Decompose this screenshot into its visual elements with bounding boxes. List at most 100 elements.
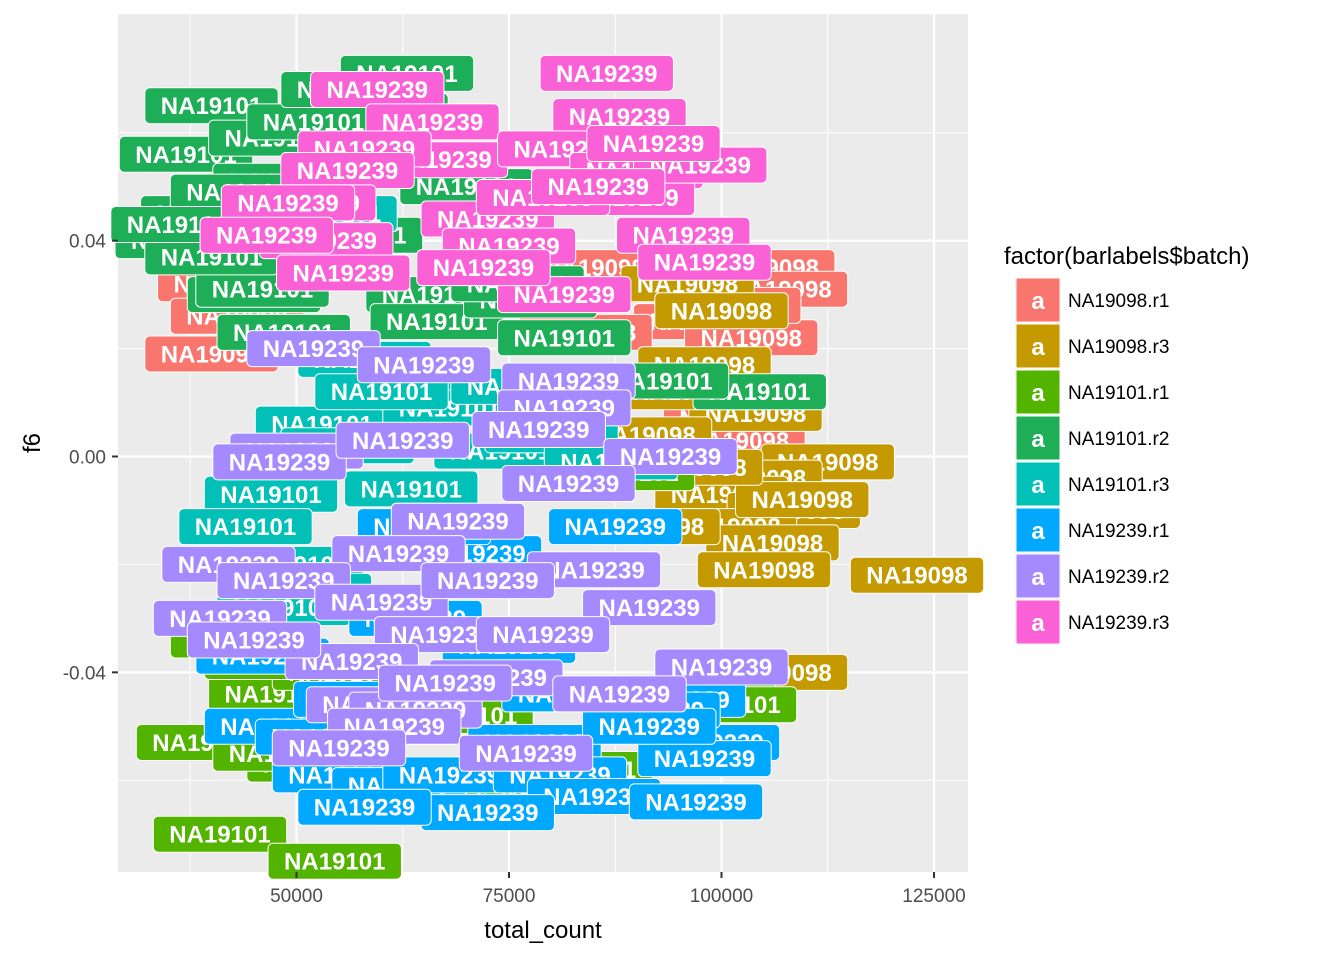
point-label-text: NA19239 — [548, 174, 649, 201]
point-label-text: NA19239 — [599, 595, 700, 622]
point-label-text: NA19239 — [297, 158, 398, 185]
point-label-box — [548, 508, 683, 546]
legend-key-swatch — [1015, 277, 1061, 323]
point-label: NA19098 — [696, 551, 832, 589]
point-label: NA19239 — [186, 621, 322, 659]
point-label: NA19239 — [297, 788, 432, 826]
legend-item: a NA19239.r3 — [1015, 599, 1169, 645]
point-label: NA19239 — [539, 54, 674, 92]
legend-label: NA19101.r1 — [1068, 383, 1169, 404]
legend: factor(barlabels$batch) a NA19098.r1 a NA19… — [1004, 243, 1249, 645]
point-label: NA19239 — [335, 421, 470, 459]
point-label: NA19239 — [628, 783, 764, 821]
y-tick-label: -0.04 — [63, 663, 107, 684]
legend-key-glyph: a — [1031, 518, 1045, 545]
point-label-text: NA19101 — [220, 482, 321, 509]
legend-label: NA19239.r2 — [1068, 567, 1169, 588]
x-tick-label: 50000 — [270, 886, 323, 907]
legend-title: factor(barlabels$batch) — [1004, 243, 1249, 270]
y-axis-title: f6 — [19, 433, 46, 453]
point-label-box — [654, 648, 789, 686]
x-axis: 50000 75000 100000 125000 — [270, 872, 966, 907]
point-label: NA19239 — [246, 330, 381, 368]
point-label-text: NA19239 — [437, 800, 538, 827]
point-label-box — [271, 729, 407, 767]
point-label-text: NA19239 — [407, 509, 508, 536]
legend-key-swatch — [1015, 507, 1061, 553]
point-label: NA19239 — [310, 71, 445, 109]
point-label-text: NA19101 — [361, 476, 462, 503]
legend-key-glyph: a — [1031, 610, 1045, 637]
point-label: NA19239 — [356, 346, 492, 384]
point-label: NA19239 — [603, 437, 738, 475]
legend-key-glyph: a — [1031, 380, 1045, 407]
point-label-text: NA19239 — [437, 568, 538, 595]
point-label: NA19239 — [280, 151, 415, 189]
point-label: NA19101 — [152, 815, 288, 853]
x-axis-title: total_count — [484, 917, 602, 944]
x-tick-label: 100000 — [690, 886, 753, 907]
point-labels: NA19098NA19098NA19098NA19098NA19098NA190… — [110, 54, 985, 880]
point-label: NA19101 — [344, 470, 479, 508]
point-label-text: NA19239 — [475, 741, 576, 768]
point-label-box — [582, 589, 717, 627]
y-tick-label: 0.00 — [69, 447, 106, 468]
legend-label: NA19098.r3 — [1068, 337, 1169, 358]
legend-label: NA19239.r3 — [1068, 613, 1169, 634]
point-label: NA19098 — [654, 292, 789, 330]
point-label-box — [267, 842, 402, 880]
legend-item: a NA19098.r3 — [1015, 323, 1169, 369]
point-label-text: NA19239 — [492, 622, 593, 649]
point-label-text: NA19101 — [161, 93, 262, 120]
point-label: NA19239 — [552, 675, 687, 713]
point-label: NA19101 — [267, 842, 402, 880]
point-label: NA19239 — [582, 589, 717, 627]
point-label-text: NA19098 — [713, 557, 814, 584]
point-label-text: NA19239 — [671, 654, 772, 681]
point-label-box — [212, 443, 347, 481]
point-label: NA19239 — [199, 216, 334, 254]
point-label-text: NA19239 — [543, 784, 644, 811]
point-label: NA19239 — [475, 616, 611, 654]
legend-items: a NA19098.r1 a NA19098.r3 a NA19101.r1 a NA1910… — [1015, 277, 1169, 645]
legend-key-swatch — [1015, 599, 1061, 645]
point-label: NA19239 — [637, 740, 772, 778]
point-label: NA19239 — [416, 249, 551, 287]
point-label-text: NA19239 — [263, 336, 364, 363]
point-label: NA19239 — [548, 508, 683, 546]
legend-item: a NA19101.r2 — [1015, 415, 1169, 461]
point-label-text: NA19239 — [565, 514, 666, 541]
x-tick-label: 125000 — [902, 886, 965, 907]
point-label-text: NA19239 — [543, 557, 644, 584]
legend-item: a NA19239.r2 — [1015, 553, 1169, 599]
legend-key-swatch — [1015, 415, 1061, 461]
legend-key-swatch — [1015, 369, 1061, 415]
point-label-text: NA19239 — [288, 735, 389, 762]
point-label-text: NA19239 — [314, 795, 415, 822]
legend-key-glyph: a — [1031, 472, 1045, 499]
point-label-text: NA19239 — [654, 250, 755, 277]
x-tick-label: 75000 — [483, 886, 536, 907]
point-label: NA19239 — [582, 707, 717, 745]
point-label: NA19239 — [637, 243, 772, 281]
point-label-text: NA19239 — [216, 223, 317, 250]
point-label-box — [501, 464, 636, 502]
point-label-text: NA19239 — [654, 746, 755, 773]
legend-key-swatch — [1015, 323, 1061, 369]
y-tick-label: 0.04 — [69, 232, 106, 253]
point-label-text: NA19239 — [603, 131, 704, 158]
point-label-box — [276, 254, 411, 292]
point-label-text: NA19098 — [866, 563, 967, 590]
point-label-text: NA19239 — [395, 671, 496, 698]
point-label-box — [696, 551, 832, 589]
point-label-box — [628, 783, 764, 821]
y-axis: -0.04 0.00 0.04 — [63, 232, 118, 684]
point-label-box — [356, 346, 492, 384]
point-label-text: NA19239 — [518, 471, 619, 498]
legend-key-glyph: a — [1031, 564, 1045, 591]
point-label-box — [539, 54, 674, 92]
point-label-text: NA19101 — [284, 849, 385, 876]
point-label-text: NA19239 — [373, 352, 474, 379]
point-label: NA19101 — [178, 508, 313, 546]
